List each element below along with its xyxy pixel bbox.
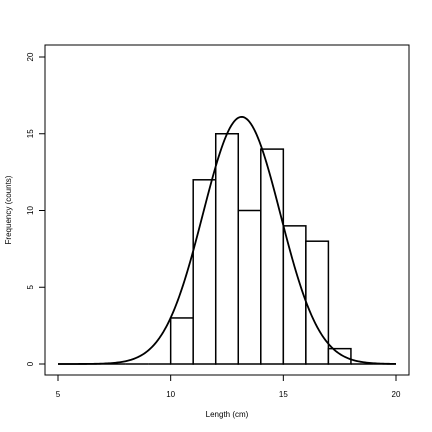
y-axis-label: Frequency (counts) (4, 175, 13, 244)
x-tick-label: 20 (392, 390, 401, 399)
x-tick-label: 5 (56, 390, 61, 399)
histogram-bar (282, 225, 307, 365)
histogram-bar (214, 133, 240, 365)
x-axis-label: Length (cm) (206, 410, 249, 419)
y-tick-label: 5 (26, 284, 35, 289)
x-tick-label: 15 (279, 390, 288, 399)
y-tick-label: 0 (26, 361, 35, 366)
normal-curve (58, 115, 397, 365)
y-tick-label: 20 (26, 52, 35, 61)
x-tick-label: 10 (166, 390, 175, 399)
x-axis: 5 10 15 20 (56, 374, 401, 399)
y-tick-label: 10 (26, 206, 35, 215)
histogram-bar (327, 347, 352, 365)
histogram-bar (237, 209, 262, 365)
histogram-bar (169, 317, 194, 365)
y-tick-label: 15 (26, 129, 35, 138)
curve-layer (58, 115, 397, 365)
histogram-bar (305, 240, 330, 365)
y-axis: 0 5 10 15 20 (26, 52, 46, 366)
